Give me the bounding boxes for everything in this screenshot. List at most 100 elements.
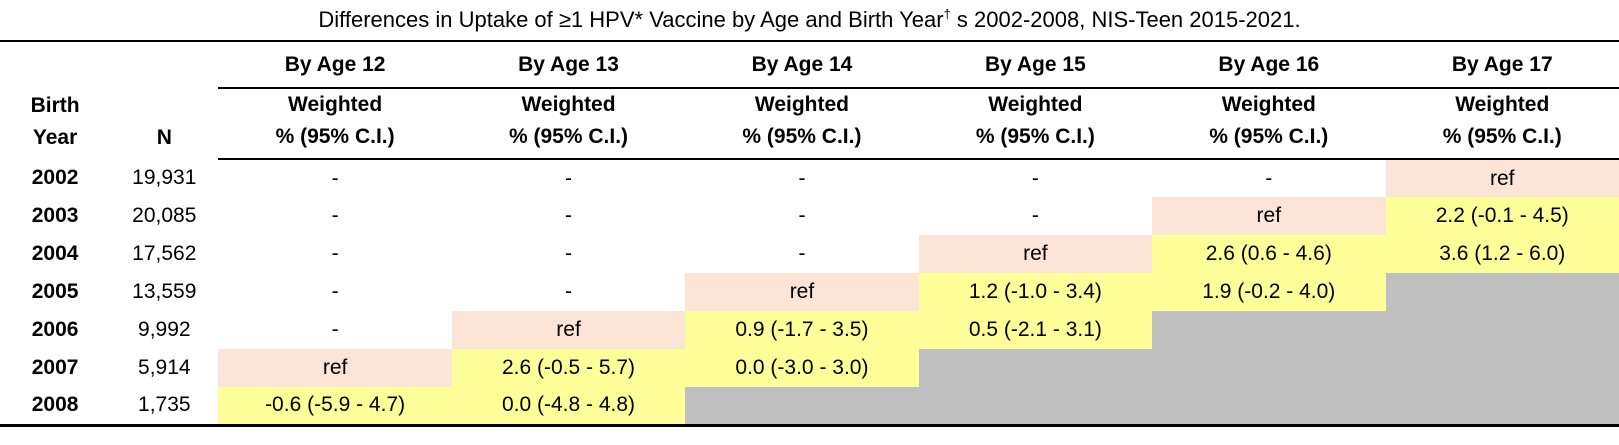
data-cell: 0.5 (-2.1 - 3.1): [918, 311, 1153, 349]
data-cell: -: [565, 204, 573, 227]
weighted-subheader-age17: Weighted % (95% C.I.): [1385, 88, 1619, 160]
data-cell: -: [1031, 166, 1039, 190]
n-cell: 1,735: [138, 393, 191, 417]
data-cell: -: [331, 204, 339, 227]
data-cell: 2.6 (0.6 - 4.6): [1152, 235, 1386, 273]
n-spacer: [110, 42, 218, 88]
data-cell: -: [331, 280, 339, 303]
weighted-subheader-age16: Weighted % (95% C.I.): [1152, 88, 1386, 160]
data-cell: [1385, 311, 1619, 349]
data-cell: ref: [1152, 197, 1386, 235]
table-row-2004: 2004 17,562 - - - ref 2.6 (0.6 - 4.6) 3.…: [0, 235, 1619, 273]
table-row-2008: 2008 1,735 -0.6 (-5.9 - 4.7) 0.0 (-4.8 -…: [0, 387, 1619, 425]
birth-year-header-line1: Birth: [30, 94, 80, 117]
data-cell: 0.0 (-3.0 - 3.0): [685, 349, 919, 387]
uptake-differences-table: By Age 12 By Age 13 By Age 14 By Age 15 …: [0, 42, 1619, 427]
data-cell: 0.0 (-4.8 - 4.8): [451, 387, 686, 425]
title-suffix: s 2002-2008, NIS-Teen 2015-2021.: [950, 7, 1301, 32]
data-cell: [918, 387, 1153, 425]
title-text: Differences in Uptake of ≥1 HPV* Vaccine…: [318, 7, 944, 32]
subheader-line2: % (95% C.I.): [275, 124, 395, 148]
data-cell: ref: [451, 311, 686, 349]
data-cell: [1385, 273, 1619, 311]
data-cell: [1152, 311, 1386, 349]
data-cell: ref: [685, 273, 919, 311]
n-cell: 9,992: [138, 318, 191, 341]
data-cell: 2.6 (-0.5 - 5.7): [451, 349, 686, 387]
data-cell: 3.6 (1.2 - 6.0): [1385, 235, 1619, 273]
n-cell: 20,085: [132, 204, 197, 227]
data-cell: -: [565, 280, 573, 303]
data-cell: 1.9 (-0.2 - 4.0): [1152, 273, 1386, 311]
data-cell: [918, 349, 1153, 387]
subheader-line1: Weighted: [988, 93, 1083, 116]
data-cell: [1385, 349, 1619, 387]
birth-year-cell: 2005: [31, 280, 79, 303]
data-cell: -: [1031, 204, 1039, 227]
n-cell: 17,562: [132, 242, 197, 265]
birth-year-cell: 2008: [31, 393, 79, 417]
birth-year-cell: 2002: [31, 166, 79, 189]
data-cell: ref: [918, 235, 1153, 273]
data-cell: -: [331, 242, 339, 265]
subheader-line1: Weighted: [521, 93, 616, 116]
data-cell: -0.6 (-5.9 - 4.7): [218, 387, 452, 425]
data-cell: -: [798, 204, 806, 227]
birth-year-cell: 2003: [31, 204, 79, 227]
subheader-line1: Weighted: [754, 93, 849, 116]
weighted-subheader-age14: Weighted % (95% C.I.): [685, 88, 919, 160]
col-header-by-age-14: By Age 14: [685, 42, 919, 89]
col-header-by-age-13: By Age 13: [451, 42, 686, 89]
data-cell: [685, 387, 919, 425]
weighted-subheader-age12: Weighted % (95% C.I.): [218, 88, 452, 160]
table-row-2002: 2002 19,931 - - - - - ref: [0, 159, 1619, 197]
data-cell: [1152, 349, 1386, 387]
n-cell: 5,914: [138, 356, 191, 379]
birth-year-header: Birth Year: [0, 88, 110, 159]
data-cell: -: [331, 318, 339, 341]
data-cell: -: [565, 166, 573, 190]
birth-year-header-line2: Year: [32, 125, 78, 149]
subheader-line2: % (95% C.I.): [1442, 124, 1562, 148]
n-header: N: [156, 125, 172, 149]
col-header-by-age-17: By Age 17: [1385, 42, 1619, 89]
dagger-footnote-marker: †: [943, 6, 951, 22]
data-cell: -: [1265, 166, 1273, 190]
subheader-line1: Weighted: [1221, 93, 1316, 116]
table-row-2006: 2006 9,992 - ref 0.9 (-1.7 - 3.5) 0.5 (-…: [0, 311, 1619, 349]
data-cell: -: [798, 242, 806, 265]
col-header-by-age-12: By Age 12: [218, 42, 452, 89]
subheader-line2: % (95% C.I.): [742, 124, 862, 148]
data-cell: [1152, 387, 1386, 425]
col-header-by-age-15: By Age 15: [918, 42, 1153, 89]
col-header-by-age-16: By Age 16: [1152, 42, 1386, 89]
weighted-subheader-age13: Weighted % (95% C.I.): [451, 88, 686, 160]
data-cell: -: [798, 166, 806, 190]
data-cell: 0.9 (-1.7 - 3.5): [685, 311, 919, 349]
table-row-2003: 2003 20,085 - - - - ref 2.2 (-0.1 - 4.5): [0, 197, 1619, 235]
data-cell: ref: [1385, 159, 1619, 197]
table-row-2005: 2005 13,559 - - ref 1.2 (-1.0 - 3.4) 1.9…: [0, 273, 1619, 311]
n-cell: 13,559: [132, 280, 197, 303]
n-cell: 19,931: [132, 166, 197, 189]
data-cell: -: [331, 166, 339, 190]
weighted-subheader-age15: Weighted % (95% C.I.): [918, 88, 1153, 160]
birth-year-cell: 2004: [31, 242, 79, 265]
data-cell: ref: [218, 349, 452, 387]
data-cell: 2.2 (-0.1 - 4.5): [1385, 197, 1619, 235]
subheader-line2: % (95% C.I.): [509, 124, 629, 148]
subheader-line2: % (95% C.I.): [975, 124, 1095, 148]
table-row-2007: 2007 5,914 ref 2.6 (-0.5 - 5.7) 0.0 (-3.…: [0, 349, 1619, 387]
data-cell: [1385, 387, 1619, 425]
subheader-row: Birth Year N Weighted % (95% C.I.) Weigh…: [0, 88, 1619, 160]
data-cell: 1.2 (-1.0 - 3.4): [918, 273, 1153, 311]
subheader-line2: % (95% C.I.): [1209, 124, 1329, 148]
birth-year-cell: 2006: [31, 318, 79, 341]
subheader-line1: Weighted: [1455, 93, 1550, 116]
subheader-line1: Weighted: [288, 93, 383, 116]
corner-spacer: [0, 42, 110, 88]
age-header-row: By Age 12 By Age 13 By Age 14 By Age 15 …: [0, 42, 1619, 89]
data-cell: -: [565, 242, 573, 265]
birth-year-cell: 2007: [31, 356, 79, 379]
